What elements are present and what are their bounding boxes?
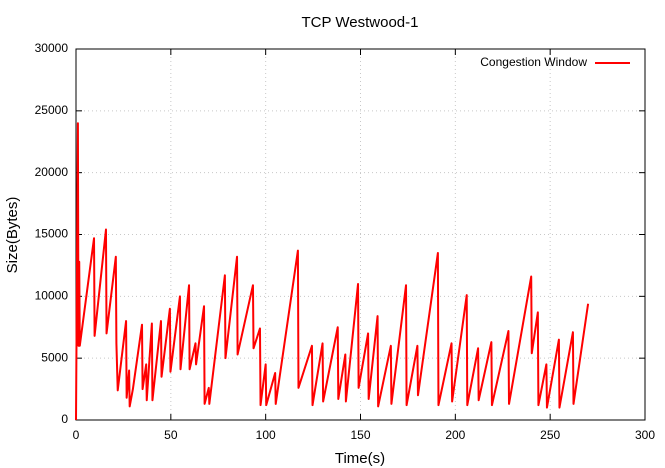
plot-border [75, 48, 646, 421]
legend-label: Congestion Window [480, 55, 587, 69]
chart-title: TCP Westwood-1 [302, 14, 419, 31]
y-tick-label: 0 [61, 412, 68, 426]
x-tick-label: 250 [540, 428, 560, 442]
y-tick-label: 30000 [35, 41, 69, 55]
x-tick-label: 50 [164, 428, 178, 442]
x-tick-label: 150 [350, 428, 370, 442]
y-axis-label: Size(Bytes) [4, 197, 21, 274]
y-tick-label: 25000 [35, 103, 69, 117]
y-tick-label: 20000 [35, 165, 69, 179]
x-axis-label: Time(s) [335, 450, 385, 467]
x-tick-label: 0 [73, 428, 80, 442]
x-tick-label: 100 [256, 428, 276, 442]
y-tick-label: 10000 [35, 289, 69, 303]
x-tick-label: 200 [445, 428, 465, 442]
data-line [75, 122, 590, 421]
x-tick-label: 300 [635, 428, 655, 442]
y-tick-label: 15000 [35, 227, 69, 241]
y-tick-label: 5000 [41, 350, 68, 364]
